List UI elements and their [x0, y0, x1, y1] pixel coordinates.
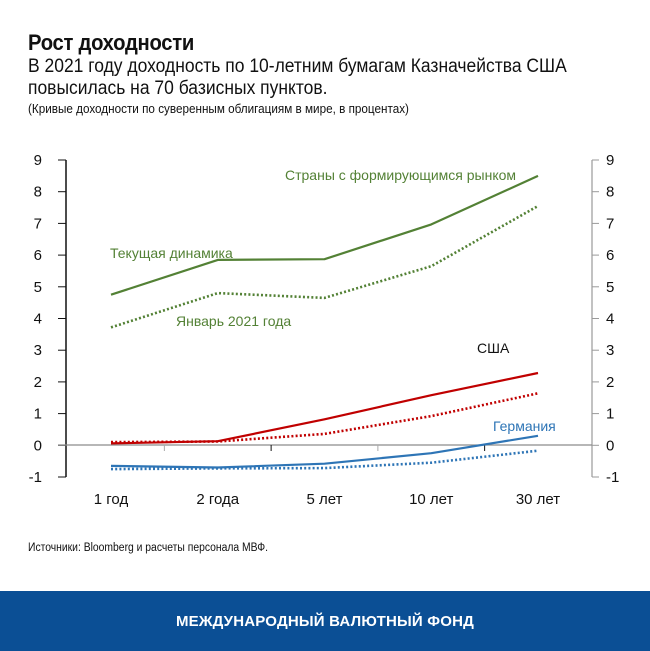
- y-tick-label: 8: [34, 184, 42, 201]
- y-tick-label: 0: [34, 437, 42, 454]
- y-tick-label-right: 5: [606, 279, 614, 296]
- y-tick-label: 6: [34, 247, 42, 264]
- x-tick-label: 2 года: [196, 491, 239, 508]
- x-tick-label: 1 год: [94, 491, 129, 508]
- y-tick-label: 4: [34, 311, 42, 328]
- y-tick-label-right: 3: [606, 342, 614, 359]
- series-line: [110, 371, 539, 445]
- org-name: МЕЖДУНАРОДНЫЙ ВАЛЮТНЫЙ ФОНД: [175, 612, 475, 630]
- y-tick-label-right: 2: [606, 374, 614, 391]
- x-tick-label: 30 лет: [516, 491, 560, 508]
- label-emerging: Страны с формирующимся рынком: [285, 167, 516, 183]
- chart-note: (Кривые доходности по суверенным облигац…: [28, 101, 409, 116]
- label-january: Январь 2021 года: [176, 313, 291, 329]
- x-tick-label: 10 лет: [409, 491, 453, 508]
- label-current: Текущая динамика: [110, 245, 233, 261]
- y-tick-label-right: 1: [606, 406, 614, 423]
- y-tick-label-right: 9: [606, 152, 614, 169]
- footer-banner: МЕЖДУНАРОДНЫЙ ВАЛЮТНЫЙ ФОНД: [0, 591, 650, 651]
- series-line: [110, 204, 539, 329]
- series-line: [110, 434, 539, 469]
- y-tick-label: 5: [34, 279, 42, 296]
- left-y-ticks: 9 8 7 6 5 4 3 2 1 0 -1: [29, 152, 66, 486]
- x-axis-ticks: [163, 445, 486, 451]
- right-y-ticks: 9 8 7 6 5 4 3 2 1 0 -1: [592, 152, 619, 486]
- x-axis-labels: 1 год 2 года 5 лет 10 лет 30 лет: [94, 491, 560, 508]
- y-tick-label: 3: [34, 342, 42, 359]
- yield-curve-chart: 9 8 7 6 5 4 3 2 1 0 -1 9 8 7 6 5 4 3 2 1 0 -1 1 год 2 года 5 л…: [29, 152, 620, 508]
- y-tick-label: 9: [34, 152, 42, 169]
- y-tick-label-right: 7: [606, 215, 614, 232]
- chart-subtitle: В 2021 году доходность по 10-летним бума…: [28, 56, 567, 99]
- label-germany: Германия: [493, 418, 556, 434]
- y-tick-label: -1: [29, 469, 42, 486]
- series-line: [110, 392, 539, 444]
- x-tick-label: 5 лет: [307, 491, 343, 508]
- series-line: [110, 174, 539, 296]
- y-tick-label-right: -1: [606, 469, 619, 486]
- y-tick-label-right: 4: [606, 311, 614, 328]
- y-tick-label: 1: [34, 406, 42, 423]
- y-tick-label-right: 6: [606, 247, 614, 264]
- series-lines: [110, 174, 539, 471]
- y-tick-label-right: 0: [606, 437, 614, 454]
- y-tick-label: 2: [34, 374, 42, 391]
- source-note: Источники: Bloomberg и расчеты персонала…: [28, 542, 268, 554]
- y-tick-label-right: 8: [606, 184, 614, 201]
- y-tick-label: 7: [34, 215, 42, 232]
- label-usa: США: [477, 340, 510, 356]
- chart-title: Рост доходности: [28, 30, 195, 55]
